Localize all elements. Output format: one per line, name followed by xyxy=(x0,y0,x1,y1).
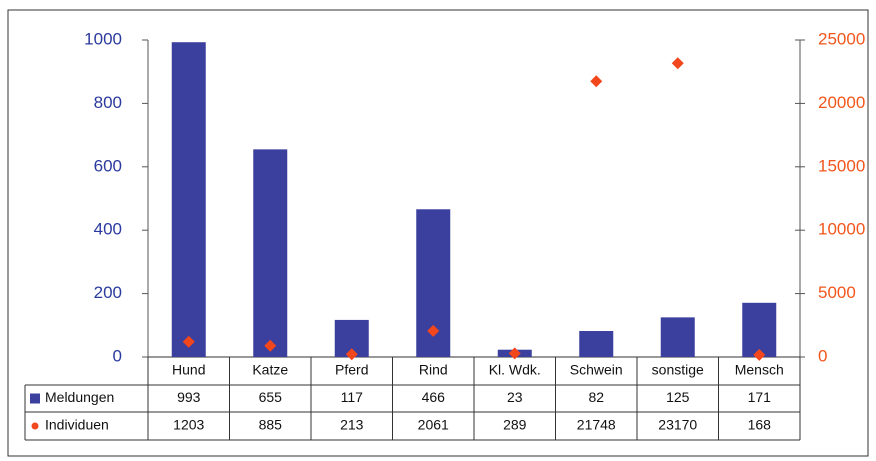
legend-label: Individuen xyxy=(45,417,109,433)
table-value: 21748 xyxy=(577,417,616,433)
y-tick-label: 1000 xyxy=(84,29,122,48)
marker xyxy=(671,57,684,70)
category-label: Hund xyxy=(172,362,205,378)
y-tick-label: 400 xyxy=(94,220,122,239)
table-value: 655 xyxy=(259,389,283,405)
y-tick-label: 600 xyxy=(94,156,122,175)
table-value: 2061 xyxy=(418,417,449,433)
y2-tick-label: 20000 xyxy=(818,93,865,112)
bar xyxy=(742,302,777,357)
table-value: 23170 xyxy=(658,417,697,433)
table-value: 289 xyxy=(503,417,527,433)
table-value: 466 xyxy=(422,389,446,405)
marker xyxy=(753,348,766,361)
category-label: Katze xyxy=(252,362,288,378)
table-value: 1203 xyxy=(173,417,204,433)
category-label: Pferd xyxy=(335,362,368,378)
category-label: Schwein xyxy=(570,362,623,378)
table-value: 23 xyxy=(507,389,523,405)
table-value: 125 xyxy=(666,389,690,405)
legend-swatch xyxy=(30,393,40,404)
category-label: Kl. Wdk. xyxy=(489,362,541,378)
y2-tick-label: 10000 xyxy=(818,220,865,239)
category-label: sonstige xyxy=(652,362,704,378)
table-value: 168 xyxy=(748,417,772,433)
table-value: 82 xyxy=(588,389,604,405)
table-value: 993 xyxy=(177,389,201,405)
table-value: 117 xyxy=(341,389,364,405)
y2-tick-label: 25000 xyxy=(818,29,865,48)
y-tick-label: 200 xyxy=(94,283,122,302)
y2-tick-label: 0 xyxy=(818,346,827,365)
category-label: Rind xyxy=(419,362,448,378)
y-tick-label: 800 xyxy=(94,93,122,112)
marker xyxy=(345,348,358,361)
marker xyxy=(182,335,195,348)
bar xyxy=(253,149,288,357)
legend-swatch xyxy=(31,422,39,430)
marker xyxy=(264,339,277,352)
table-value: 171 xyxy=(748,389,772,405)
bar xyxy=(579,331,614,357)
marker xyxy=(590,75,603,88)
bar xyxy=(660,317,695,357)
table-value: 885 xyxy=(259,417,283,433)
bar xyxy=(171,42,206,358)
marker xyxy=(427,324,440,337)
table-value: 213 xyxy=(340,417,364,433)
y2-tick-label: 15000 xyxy=(818,156,865,175)
y2-tick-label: 5000 xyxy=(818,283,856,302)
marker xyxy=(508,347,521,360)
category-label: Mensch xyxy=(735,362,784,378)
legend-label: Meldungen xyxy=(45,389,114,405)
y-tick-label: 0 xyxy=(113,346,122,365)
